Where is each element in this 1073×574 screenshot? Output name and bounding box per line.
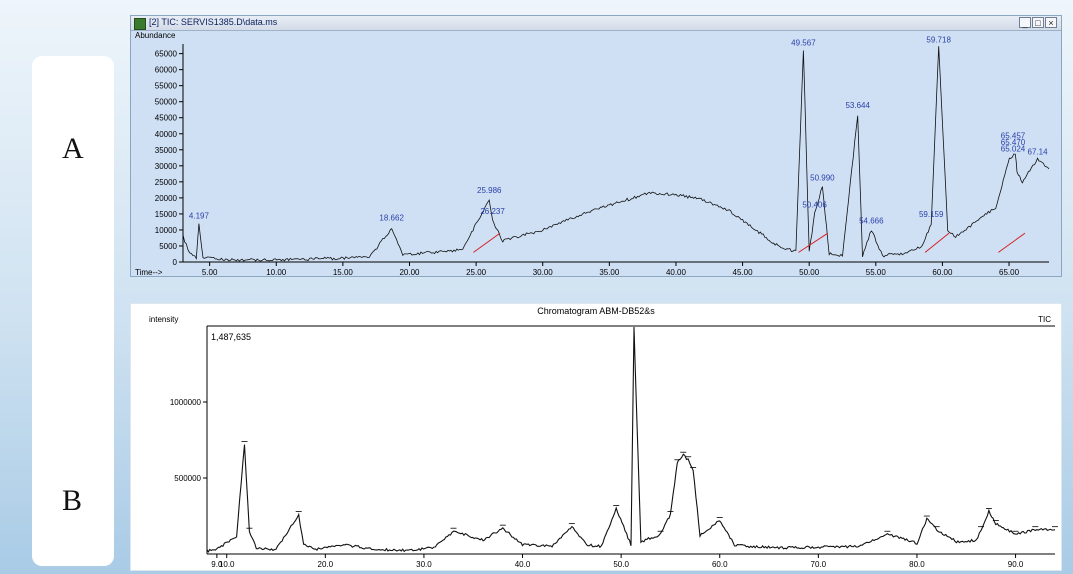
max-intensity-label: 1,487,635 — [211, 332, 251, 342]
close-button[interactable]: × — [1045, 17, 1057, 28]
chart-title: Chromatogram ABM-DB52&s — [537, 306, 655, 316]
y-tick-label: 65000 — [155, 50, 178, 59]
x-tick-label: 9.0 — [211, 560, 223, 569]
minimize-button[interactable]: _ — [1019, 17, 1031, 28]
peak-label: 50.406 — [802, 201, 827, 210]
y-tick-label: 1000000 — [170, 398, 202, 407]
x-tick-label: 40.00 — [666, 268, 687, 276]
peak-label: 59.718 — [926, 35, 951, 44]
x-tick-label: 50.0 — [613, 560, 629, 569]
x-tick-label: 40.0 — [515, 560, 531, 569]
y-tick-label: 35000 — [155, 146, 178, 155]
tic-trace — [182, 46, 1050, 262]
x-tick-label: 30.0 — [416, 560, 432, 569]
chromatogram-window-a: [2] TIC: SERVIS1385.D\data.ms _ □ × 0 500… — [130, 15, 1062, 277]
label-sidebar: A B — [32, 56, 114, 566]
series-label: TIC — [1038, 315, 1051, 324]
x-tick-label: 10.0 — [219, 560, 235, 569]
x-tick-label: 30.00 — [533, 268, 554, 276]
peak-label: 50.990 — [810, 173, 835, 182]
peak-label: 25.986 — [477, 186, 502, 195]
peak-label: 67.14 — [1028, 148, 1049, 157]
y-tick-label: 0 — [173, 258, 178, 267]
tic-trace — [206, 326, 1056, 553]
maximize-button[interactable]: □ — [1032, 17, 1044, 28]
peak-label: 26.237 — [480, 207, 505, 216]
window-controls: _ □ × — [1019, 17, 1057, 28]
x-tick-label: 10.00 — [266, 268, 287, 276]
y-tick-label: 25000 — [155, 178, 178, 187]
y-tick-label: 60000 — [155, 66, 178, 75]
x-tick-label: 20.0 — [318, 560, 334, 569]
integration-baseline — [998, 232, 1026, 253]
y-tick-label: 30000 — [155, 162, 178, 171]
x-tick-label: 50.00 — [799, 268, 820, 276]
peak-label: 4.197 — [189, 212, 210, 221]
integration-baseline — [798, 232, 829, 253]
peak-label: 59.159 — [919, 210, 944, 219]
chemstation-app-icon — [134, 18, 146, 30]
x-tick-label: 25.00 — [466, 268, 487, 276]
peak-label: 54.666 — [859, 217, 884, 226]
peak-label: 53.644 — [845, 101, 870, 110]
y-axis-title: Abundance — [135, 31, 176, 40]
y-tick-label: 5000 — [159, 242, 177, 251]
x-tick-label: 70.0 — [811, 560, 827, 569]
x-tick-label: 65.00 — [999, 268, 1020, 276]
x-tick-label: 5.00 — [202, 268, 218, 276]
x-tick-label: 15.00 — [333, 268, 354, 276]
y-tick-label: 20000 — [155, 194, 178, 203]
window-titlebar: [2] TIC: SERVIS1385.D\data.ms _ □ × — [131, 16, 1061, 31]
peak-label: 65.024 — [1001, 144, 1026, 153]
label-b: B — [62, 484, 83, 517]
x-tick-label: 45.00 — [733, 268, 754, 276]
y-tick-label: 50000 — [155, 98, 178, 107]
x-tick-label: 80.0 — [909, 560, 925, 569]
x-tick-label: 35.00 — [599, 268, 620, 276]
window-title: [2] TIC: SERVIS1385.D\data.ms — [149, 17, 278, 27]
y-tick-label: 15000 — [155, 210, 178, 219]
tic-chart-a: 0 5000 10000 15000 20000 25000 30000 35000 40000… — [135, 31, 1050, 276]
x-axis-title: Time--> — [135, 268, 163, 276]
x-tick-label: 60.00 — [932, 268, 953, 276]
x-tick-label: 55.00 — [866, 268, 887, 276]
integration-baseline — [924, 232, 950, 253]
y-tick-label: 500000 — [174, 474, 201, 483]
peak-label: 65.470 — [1001, 138, 1026, 147]
peak-label: 65.457 — [1001, 132, 1026, 141]
peak-label: 49.567 — [791, 39, 816, 48]
x-tick-label: 60.0 — [712, 560, 728, 569]
peak-label: 18.662 — [379, 213, 404, 222]
x-tick-label: 90.0 — [1008, 560, 1024, 569]
chromatogram-window-b: Chromatogram ABM-DB52&s intensity TIC 1,487… — [130, 303, 1062, 571]
label-a: A — [62, 132, 84, 165]
integration-baseline — [473, 232, 501, 253]
tic-chart-b: Chromatogram ABM-DB52&s intensity TIC 1,487… — [149, 306, 1058, 569]
x-tick-label: 20.00 — [399, 268, 420, 276]
y-axis-title: intensity — [149, 315, 178, 324]
y-tick-label: 10000 — [155, 226, 178, 235]
y-tick-label: 45000 — [155, 114, 178, 123]
y-tick-label: 40000 — [155, 130, 178, 139]
y-tick-label: 55000 — [155, 82, 178, 91]
